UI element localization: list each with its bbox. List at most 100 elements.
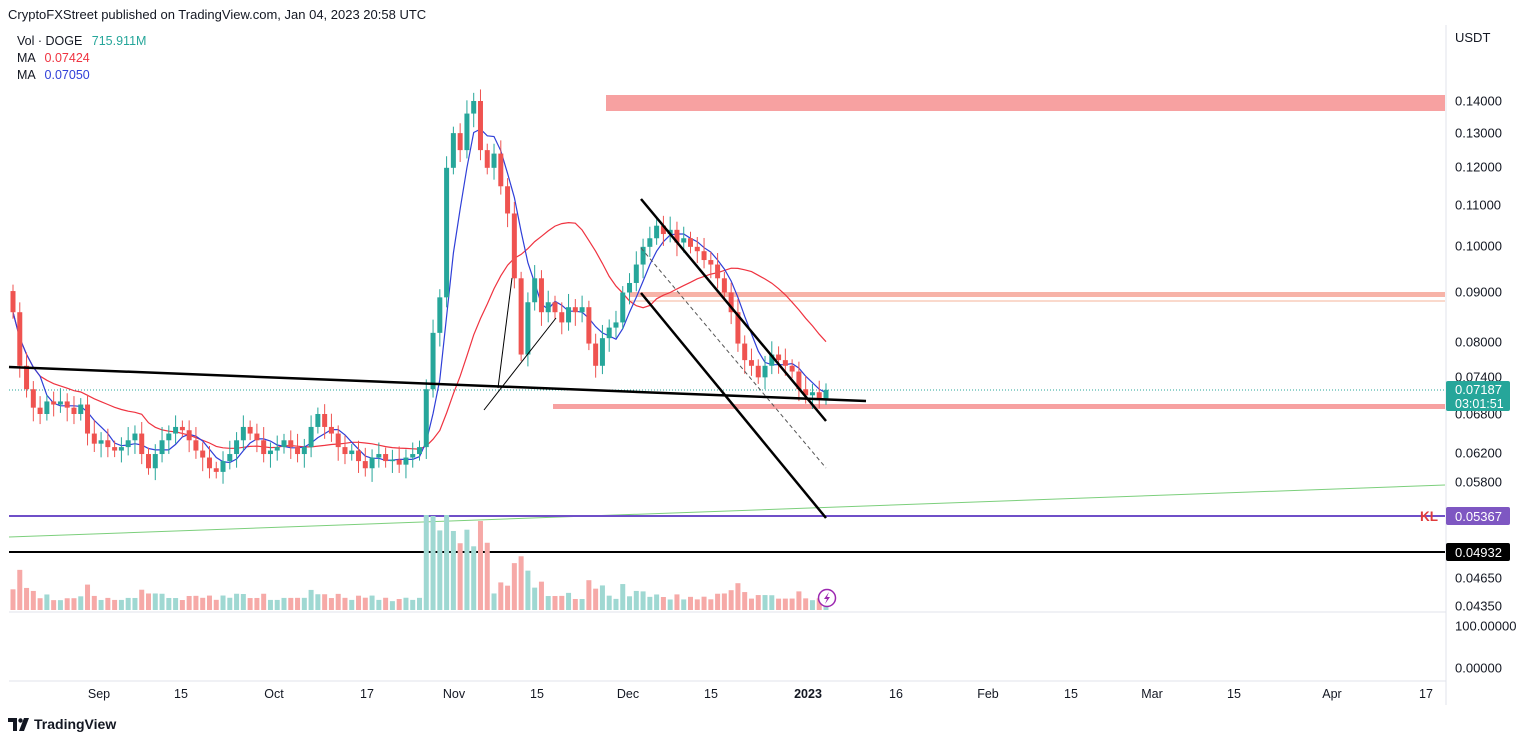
time-tick-label: Apr: [1322, 687, 1341, 701]
lightning-alert-icon[interactable]: [817, 588, 837, 608]
volume-bar: [356, 595, 362, 610]
volume-bar: [620, 584, 626, 610]
price-tick-label: 0.13000: [1455, 126, 1502, 141]
candle: [620, 286, 626, 329]
legend-ma-fast[interactable]: MA 0.07050: [17, 67, 146, 84]
candle: [206, 446, 212, 479]
candle: [213, 461, 219, 479]
support-price-badge: [1446, 543, 1510, 561]
legend-volume[interactable]: Vol · DOGE 715.911M: [17, 33, 146, 50]
rising-wedge-line-b[interactable]: [497, 277, 513, 389]
candle: [322, 404, 328, 439]
rising-wedge-line-a[interactable]: [483, 317, 557, 411]
candle: [37, 396, 43, 425]
candle: [654, 219, 660, 245]
candle: [362, 447, 368, 477]
candle: [789, 359, 795, 379]
legend-ma-slow-value: 0.07424: [44, 51, 90, 65]
volume-bar: [261, 593, 267, 610]
volume-bar: [37, 598, 43, 610]
time-tick-label: 17: [360, 687, 374, 701]
channel-upper-line[interactable]: [640, 198, 827, 422]
candle: [511, 201, 517, 289]
candle: [91, 420, 97, 452]
candle: [389, 449, 395, 473]
volume-bar: [173, 598, 179, 610]
candle: [186, 420, 192, 453]
volume-bar: [152, 593, 158, 610]
volume-bar: [389, 601, 395, 610]
volume-bar: [112, 599, 118, 610]
tradingview-logo-icon: [8, 718, 29, 731]
candle: [437, 289, 443, 347]
price-ticks: 0.14000 0.13000 0.12000 0.11000 0.10000 0.090…: [1455, 94, 1502, 614]
candle: [261, 427, 267, 463]
volume-bar: [579, 598, 585, 610]
candle: [552, 295, 558, 319]
volume-bar: [613, 598, 619, 610]
indicator-legend: Vol · DOGE 715.911M MA 0.07424 MA 0.0705…: [17, 33, 146, 84]
candle: [247, 420, 253, 441]
volume-bar: [715, 593, 721, 610]
volume-tick-label: 100.00000: [1455, 619, 1516, 634]
candle: [254, 423, 260, 453]
volume-bar: [708, 599, 714, 610]
candle: [234, 432, 240, 468]
resistance-zone-upper[interactable]: [606, 95, 1445, 111]
volume-bar: [796, 591, 802, 610]
candle: [715, 252, 721, 289]
candle: [579, 295, 585, 323]
volume-bar: [369, 595, 375, 610]
volume-bar: [789, 598, 795, 610]
volume-bar: [640, 591, 646, 610]
volume-bar: [186, 595, 192, 610]
volume-bar: [105, 597, 111, 610]
channel-mid-line[interactable]: [640, 247, 827, 469]
time-tick-label: Dec: [617, 687, 639, 701]
time-tick-label: 15: [1227, 687, 1241, 701]
volume-bar: [383, 597, 389, 610]
candle: [518, 271, 524, 362]
volume-bar: [159, 593, 165, 610]
volume-bar: [721, 593, 727, 610]
volume-tick-label: 0.00000: [1455, 661, 1502, 676]
time-tick-label: 16: [889, 687, 903, 701]
volume-bar: [667, 599, 673, 610]
legend-volume-value: 715.911M: [91, 34, 147, 48]
time-tick-label: Feb: [977, 687, 999, 701]
current-price-badge: [1446, 381, 1510, 411]
candle: [688, 231, 693, 254]
candle: [748, 348, 754, 376]
candle: [417, 440, 422, 461]
candle: [146, 447, 151, 475]
volume-bar: [782, 598, 788, 610]
volume-bar: [484, 542, 490, 610]
channel-lower-line[interactable]: [640, 292, 827, 519]
volume-bar: [24, 587, 30, 610]
candle: [498, 140, 504, 195]
candle: [667, 216, 673, 243]
volume-bar: [464, 529, 470, 610]
candle: [85, 394, 91, 446]
tradingview-brand[interactable]: TradingView: [8, 716, 116, 732]
neckline-trendline[interactable]: [8, 365, 867, 403]
candle: [30, 381, 36, 422]
support-zone-lower[interactable]: [553, 404, 1445, 409]
candle: [227, 440, 233, 470]
green-trendline[interactable]: [8, 484, 1446, 538]
volume-bar: [240, 593, 246, 610]
volume-bar: [417, 597, 422, 610]
volume-bar: [267, 599, 273, 610]
candle: [17, 302, 23, 378]
candle: [735, 298, 741, 352]
candle: [681, 226, 687, 253]
time-axis-ticks: Sep 15 Oct 17 Nov 15 Dec 15 2023 16 Feb 15 Mar 15 Apr 1…: [88, 687, 1433, 701]
volume-bar: [505, 585, 511, 610]
volume-bar: [403, 597, 409, 610]
candle: [755, 359, 761, 384]
candle: [430, 319, 436, 398]
resistance-zone-mid[interactable]: [629, 292, 1445, 297]
legend-ma-slow[interactable]: MA 0.07424: [17, 50, 146, 67]
candle: [71, 396, 77, 425]
